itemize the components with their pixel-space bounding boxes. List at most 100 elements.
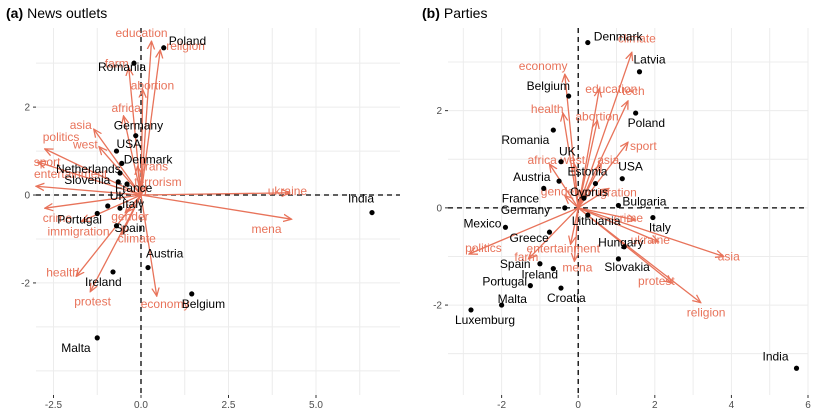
- vector-label-climate: climate: [618, 31, 656, 45]
- vector-label-farm: farm: [105, 57, 129, 71]
- point-denmark: [119, 160, 125, 166]
- vector-education: [577, 89, 599, 208]
- point-hungary: [621, 244, 627, 250]
- point-romania: [131, 60, 137, 66]
- vector-label-ukraine: ukraine: [631, 233, 671, 247]
- vector-mena: [140, 194, 292, 219]
- point-label-france: France: [502, 191, 540, 205]
- point-label-slovakia: Slovakia: [604, 260, 650, 274]
- point-spain: [537, 261, 543, 267]
- vector-label-politics: politics: [43, 130, 80, 144]
- vector-label-mena: mena: [562, 260, 592, 274]
- vector-entertainment: [571, 207, 579, 244]
- vector-sport: [38, 162, 142, 196]
- point-belgium: [189, 291, 195, 297]
- vector-label-economy: economy: [141, 297, 190, 311]
- point-label-austria: Austria: [513, 170, 551, 184]
- vector-label-politics: politics: [465, 241, 502, 255]
- point-label-belgium: Belgium: [182, 297, 225, 311]
- point-label-romania: Romania: [98, 60, 146, 74]
- point-label-italy: Italy: [649, 221, 671, 235]
- point-mexico: [502, 224, 509, 230]
- vector-crime: [45, 194, 142, 208]
- point-label-bulgaria: Bulgaria: [622, 194, 666, 208]
- vector-label-health: health: [46, 265, 79, 279]
- vector-label-abortion: abortion: [575, 109, 618, 123]
- point-label-spain: Spain: [115, 221, 146, 235]
- x-tick-label: 4: [729, 400, 735, 411]
- point-label-france: France: [115, 181, 153, 195]
- point-netherlands: [117, 170, 123, 176]
- vector-label-west: west: [559, 153, 585, 167]
- point-label-lithuania: Lithuania: [572, 214, 621, 228]
- point-portugal: [527, 283, 533, 289]
- y-tick-label: 0: [24, 191, 30, 202]
- panel-b: (b) Parties -2 0 2 4 6 -2 0 2 climate economy educat…: [422, 5, 811, 411]
- vector-asia: [578, 207, 724, 257]
- point-ireland: [110, 269, 116, 275]
- point-label-india: India: [348, 192, 374, 206]
- point-luxemburg: [468, 307, 474, 313]
- point-label-germany: Germany: [114, 119, 163, 133]
- point-germany: [562, 205, 568, 211]
- x-tick-label: 0.0: [134, 400, 148, 411]
- vector-label-religion: religion: [687, 306, 726, 320]
- vector-label-entertainment: entertainment: [34, 167, 108, 181]
- point-label-germany: Germany: [501, 203, 550, 217]
- vector-asia-b: [577, 164, 601, 209]
- point-italy: [650, 214, 656, 221]
- point-label-uk: UK: [559, 145, 576, 159]
- vector-label-mena: mena: [252, 222, 282, 236]
- x-tick-label: -2: [497, 400, 506, 411]
- point-usa: [619, 176, 625, 182]
- point-bulgaria: [615, 202, 622, 209]
- point-label-usa: USA: [117, 137, 142, 151]
- point-label-denmark: Denmark: [594, 30, 644, 44]
- x-tick-label: 2: [652, 400, 658, 411]
- point-croatia: [558, 285, 564, 291]
- panel-tag: (b): [422, 5, 440, 21]
- point-romania: [550, 127, 556, 133]
- vector-farm: [528, 207, 579, 259]
- point-label-portugal: Portugal: [482, 275, 527, 289]
- vector-label-trans: trans: [142, 159, 169, 173]
- vector-label-protest: protest: [638, 274, 675, 288]
- vector-label-gender: gender: [541, 185, 578, 199]
- x-tick-label: 0: [575, 400, 581, 411]
- point-label-cyprus: Cyprus: [570, 185, 608, 199]
- panel-tag: (a): [6, 5, 23, 21]
- vector-health: [563, 113, 579, 208]
- vector-label-religion: religion: [166, 39, 205, 53]
- vector-label-west: west: [72, 138, 98, 152]
- y-tick-label: -2: [21, 278, 30, 289]
- vector-immigration: [577, 188, 609, 209]
- vector-politics: [469, 207, 579, 254]
- point-ireland: [550, 266, 556, 272]
- vector-label-economy: economy: [519, 59, 568, 73]
- point-label-ireland: Ireland: [521, 268, 558, 282]
- vector-label-terrorism: terrorism: [134, 175, 181, 189]
- point-label-italy: Italy: [122, 197, 144, 211]
- vector-label-health: health: [531, 102, 564, 116]
- y-tick-label: -2: [433, 301, 442, 312]
- points: Denmark Latvia Belgium Poland Romania UK USA Au…: [455, 30, 800, 371]
- vector-economy: [140, 194, 157, 296]
- vector-religion: [577, 207, 701, 303]
- y-tick-label: 2: [24, 103, 30, 114]
- point-label-uk: UK: [110, 189, 127, 203]
- vector-label-education: education: [116, 26, 168, 40]
- vector-ukraine: [577, 207, 658, 242]
- vector-label-sport: sport: [630, 139, 657, 153]
- point-malta: [499, 302, 505, 308]
- vector-mena: [574, 207, 578, 261]
- point-lithuania: [585, 212, 591, 218]
- vector-religion: [140, 50, 160, 196]
- panel-title-text: Parties: [444, 5, 488, 21]
- point-uk: [558, 159, 564, 165]
- vector-tech: [577, 101, 628, 209]
- vector-crime: [578, 207, 635, 220]
- point-poland: [633, 110, 639, 116]
- point-label-luxemburg: Luxemburg: [455, 313, 515, 327]
- vector-label-crime: crime: [43, 211, 73, 225]
- point-label-usa: USA: [618, 160, 643, 174]
